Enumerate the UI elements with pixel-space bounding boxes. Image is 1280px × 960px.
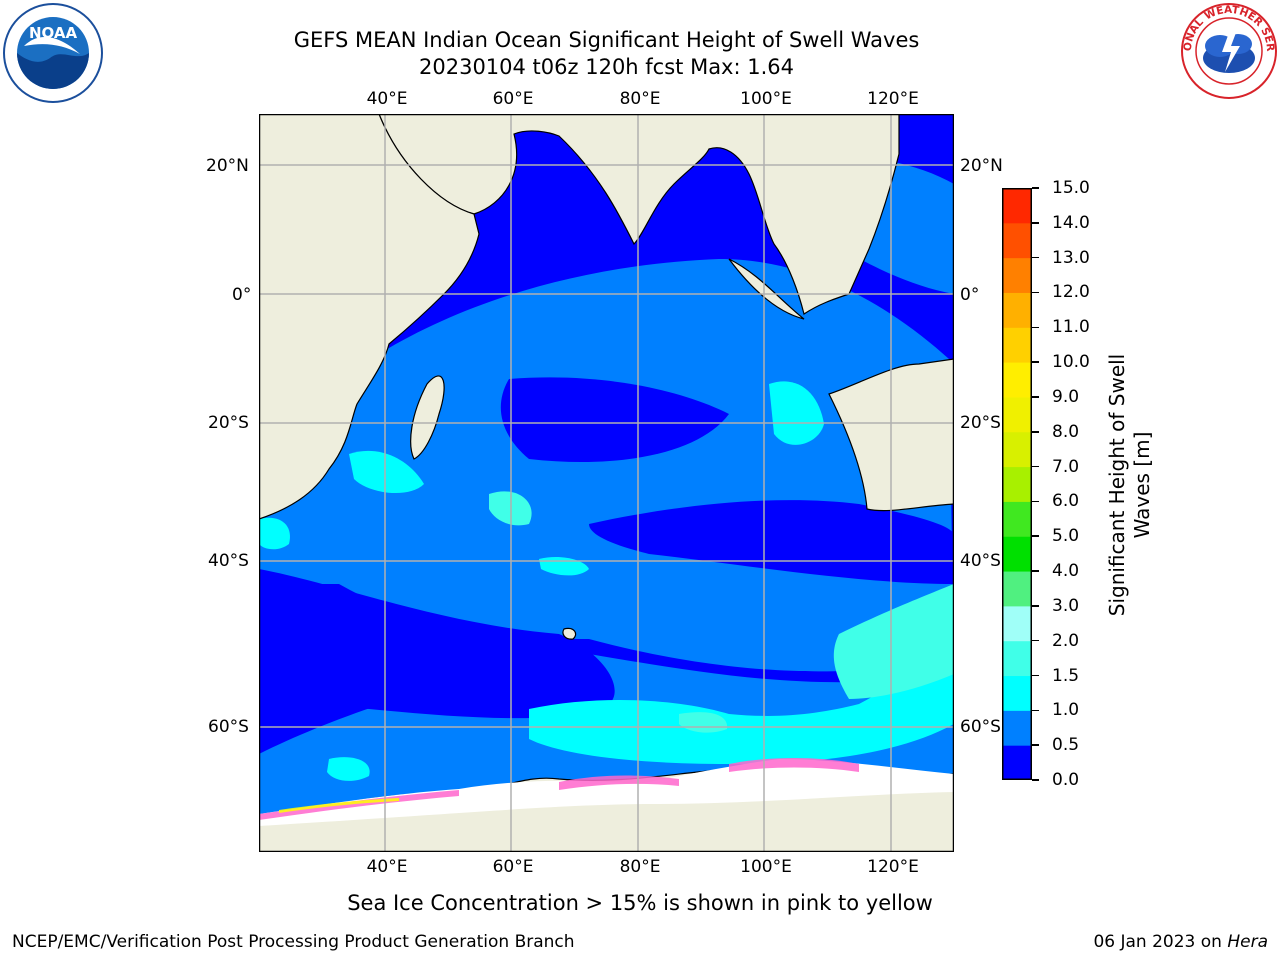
colorbar-segment	[1002, 605, 1032, 642]
tick-right-20s: 20°S	[960, 413, 1001, 433]
colorbar-tick-mark	[1032, 256, 1039, 259]
colorbar-tick-mark	[1032, 639, 1039, 642]
colorbar-tick-label: 1.5	[1052, 665, 1080, 686]
colorbar-segment	[1002, 536, 1032, 572]
colorbar-tick-mark	[1032, 222, 1039, 224]
chart-subtitle: 20230104 t06z 120h fcst Max: 1.64	[419, 55, 794, 79]
tick-left-60s: 60°S	[208, 717, 249, 737]
tick-bottom-40e: 40°E	[366, 857, 408, 877]
colorbar-tick-label: 4.0	[1052, 561, 1080, 582]
gridlines	[259, 114, 954, 852]
colorbar-tick-mark	[1032, 500, 1039, 503]
colorbar-segment	[1002, 710, 1032, 746]
colorbar-segment	[1002, 745, 1032, 780]
tick-top-40e: 40°E	[366, 89, 408, 109]
colorbar-tick-mark	[1032, 361, 1039, 363]
colorbar-tick-label: 10.0	[1052, 352, 1090, 373]
footer-host: Hera	[1227, 932, 1268, 952]
tick-right-40s: 40°S	[960, 551, 1001, 571]
colorbar-tick-label: 6.0	[1052, 491, 1080, 512]
map-frame	[259, 114, 954, 852]
nws-logo: NATIONAL WEATHER SERVICE	[1180, 2, 1277, 99]
tick-bottom-100e: 100°E	[740, 857, 792, 877]
colorbar-segment	[1002, 188, 1032, 224]
colorbar-segment	[1002, 675, 1032, 711]
colorbar-tick-label: 3.0	[1052, 595, 1080, 616]
tick-bottom-60e: 60°E	[492, 857, 534, 877]
colorbar-tick-mark	[1032, 535, 1039, 537]
colorbar-segment	[1002, 431, 1032, 468]
colorbar-tick-label: 14.0	[1052, 212, 1090, 233]
colorbar-tick-mark	[1032, 605, 1039, 607]
colorbar-label-line1: Significant Height of Swell	[1105, 353, 1129, 617]
tick-top-80e: 80°E	[619, 89, 661, 109]
colorbar-tick-mark	[1032, 465, 1039, 468]
footer-date-text: 06 Jan 2023 on	[1093, 932, 1228, 952]
colorbar-tick-mark	[1032, 396, 1039, 398]
colorbar-tick-label: 9.0	[1052, 386, 1080, 407]
colorbar-segment	[1002, 257, 1032, 293]
colorbar-tick-mark	[1032, 570, 1039, 572]
tick-right-60s: 60°S	[960, 717, 1001, 737]
colorbar-tick-mark	[1032, 744, 1039, 746]
colorbar-tick-label: 1.0	[1052, 700, 1080, 721]
colorbar-tick-mark	[1032, 674, 1039, 677]
footer-date: 06 Jan 2023 on Hera	[1093, 932, 1268, 952]
colorbar-tick-label: 0.5	[1052, 735, 1080, 756]
tick-left-40s: 40°S	[208, 551, 249, 571]
sea-ice-edge	[259, 758, 954, 826]
sea-ice-caption: Sea Ice Concentration > 15% is shown in …	[347, 891, 933, 915]
footer-credit: NCEP/EMC/Verification Post Processing Pr…	[12, 932, 575, 952]
colorbar-tick-mark	[1032, 779, 1039, 781]
colorbar-segment	[1002, 362, 1032, 398]
colorbar-tick-label: 7.0	[1052, 456, 1080, 477]
colorbar-tick-mark	[1032, 326, 1039, 329]
colorbar-segment	[1002, 640, 1032, 677]
colorbar-segment	[1002, 396, 1032, 433]
colorbar-tick-mark	[1032, 709, 1039, 712]
tick-bottom-80e: 80°E	[619, 857, 661, 877]
colorbar-segment	[1002, 501, 1032, 537]
tick-top-120e: 120°E	[867, 89, 919, 109]
colorbar-tick-label: 0.0	[1052, 770, 1080, 790]
colorbar-segment	[1002, 222, 1032, 259]
colorbar-tick-mark	[1032, 291, 1039, 294]
tick-right-0: 0°	[960, 285, 980, 305]
colorbar-label: Significant Height of Swell Waves [m]	[1105, 354, 1155, 616]
colorbar-tick-label: 11.0	[1052, 317, 1090, 338]
colorbar-segment	[1002, 571, 1032, 607]
colorbar-segment	[1002, 327, 1032, 363]
swell-field	[259, 154, 954, 824]
colorbar-tick-label: 8.0	[1052, 421, 1080, 442]
colorbar-tick-label: 15.0	[1052, 178, 1090, 198]
colorbar-tick-mark	[1032, 187, 1039, 189]
colorbar-tick-label: 12.0	[1052, 282, 1090, 303]
tick-left-0: 0°	[232, 285, 252, 305]
tick-right-20n: 20°N	[960, 156, 1003, 176]
tick-left-20s: 20°S	[208, 413, 249, 433]
tick-top-100e: 100°E	[740, 89, 792, 109]
tick-bottom-120e: 120°E	[867, 857, 919, 877]
map-border	[259, 114, 954, 852]
colorbar-tick-label: 13.0	[1052, 247, 1090, 268]
colorbar	[1002, 188, 1032, 780]
colorbar-segment	[1002, 466, 1032, 502]
colorbar-tick-mark	[1032, 431, 1039, 433]
colorbar-tick-label: 5.0	[1052, 526, 1080, 547]
svg-text:NOAA: NOAA	[29, 24, 78, 42]
colorbar-border	[1002, 188, 1032, 780]
colorbar-tick-label: 2.0	[1052, 630, 1080, 651]
colorbar-segment	[1002, 292, 1032, 328]
tick-left-20n: 20°N	[206, 156, 249, 176]
noaa-logo: NOAA	[3, 3, 103, 103]
tick-top-60e: 60°E	[492, 89, 534, 109]
chart-title: GEFS MEAN Indian Ocean Significant Heigh…	[293, 28, 920, 52]
map-canvas	[259, 114, 954, 852]
colorbar-label-line2: Waves [m]	[1130, 431, 1154, 539]
